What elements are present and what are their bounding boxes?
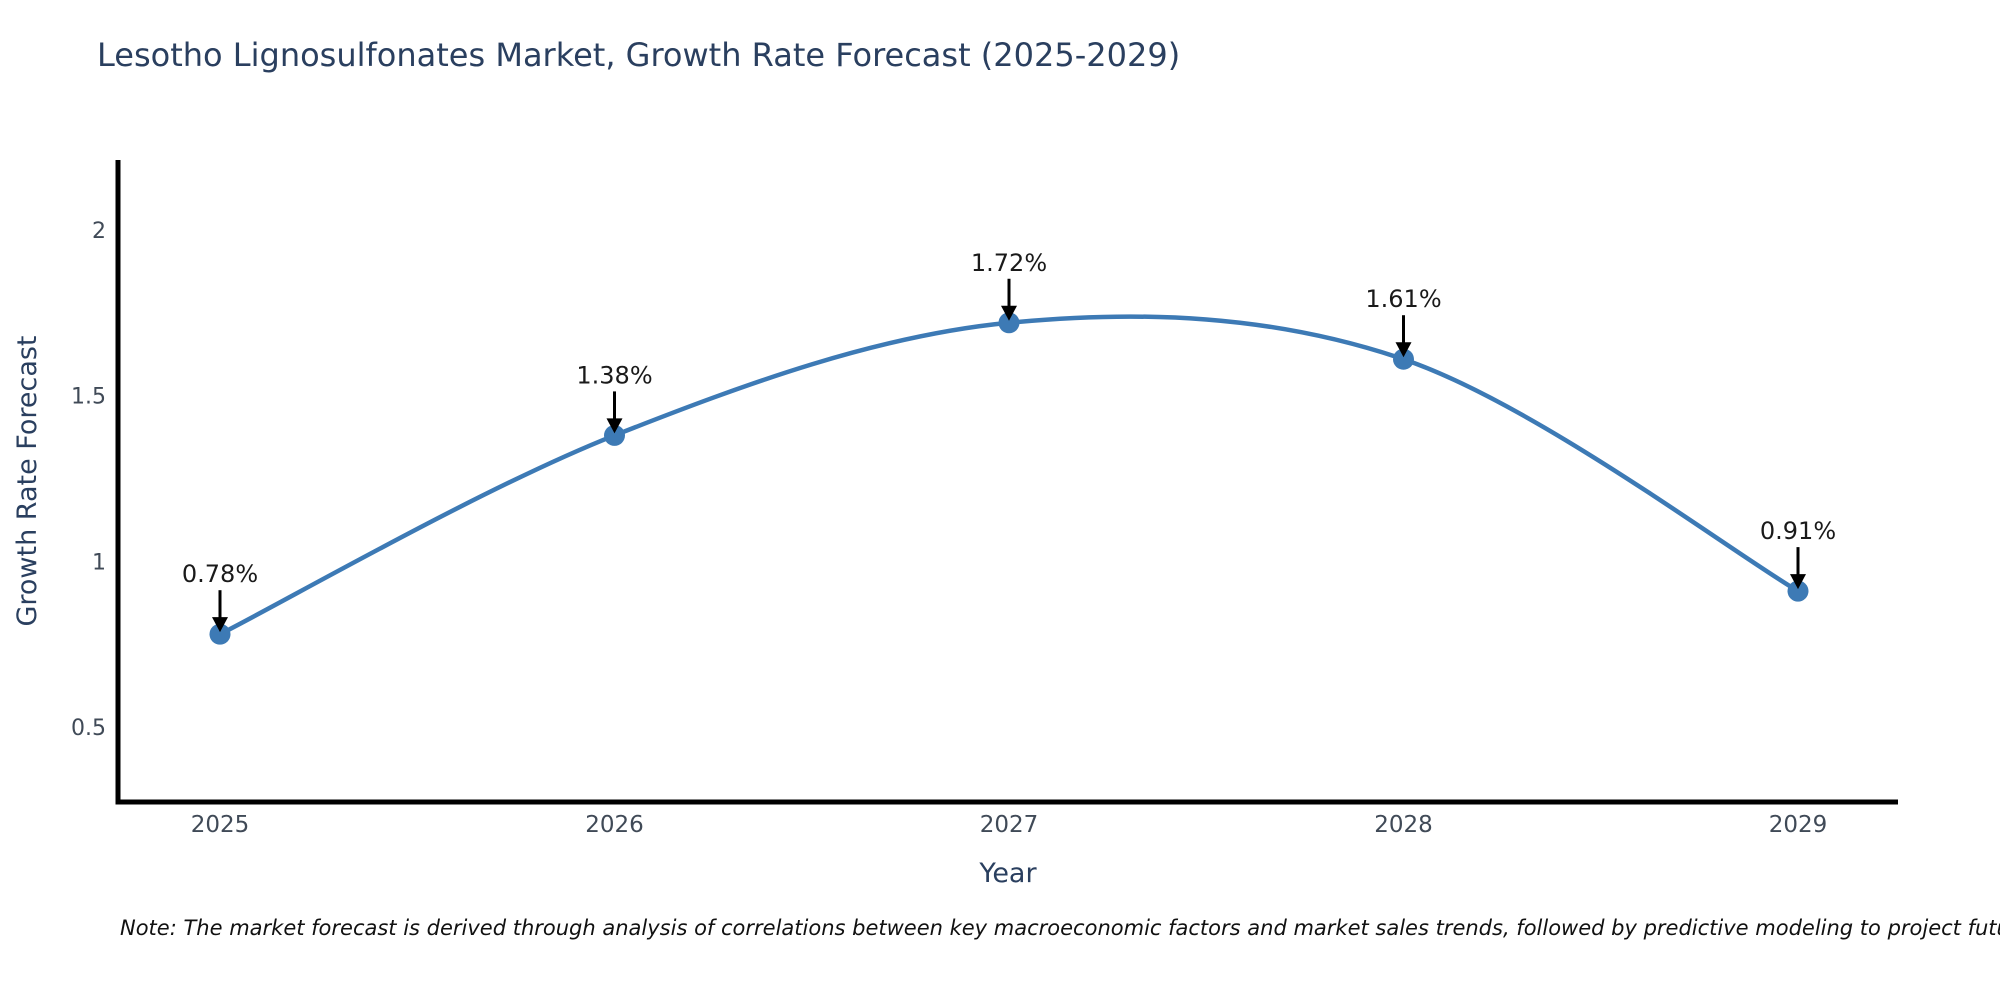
annotation-arrowhead-icon <box>212 617 228 633</box>
point-value-label: 1.61% <box>1365 285 1441 313</box>
x-tick-label: 2029 <box>1769 812 1828 838</box>
x-tick-label: 2026 <box>585 812 644 838</box>
point-value-label: 0.91% <box>1760 517 1836 545</box>
chart-title: Lesotho Lignosulfonates Market, Growth R… <box>97 36 1181 74</box>
data-point-marker[interactable] <box>209 623 231 645</box>
x-tick-label: 2025 <box>191 812 250 838</box>
y-tick-label: 1.5 <box>71 385 106 410</box>
x-tick-label: 2027 <box>980 812 1039 838</box>
forecast-line <box>217 314 1801 637</box>
data-point-marker[interactable] <box>998 312 1020 334</box>
x-tick-label: 2028 <box>1374 812 1433 838</box>
footnote: Note: The market forecast is derived thr… <box>120 916 2000 940</box>
data-point-marker[interactable] <box>1393 348 1414 370</box>
data-point-marker[interactable] <box>1787 580 1809 602</box>
x-axis-title: Year <box>979 858 1037 889</box>
annotation-arrowhead-icon <box>1001 305 1017 321</box>
data-point-marker[interactable] <box>604 424 625 446</box>
y-tick-label: 2 <box>92 219 106 244</box>
annotation-arrowhead-icon <box>1790 574 1806 590</box>
point-value-label: 1.72% <box>971 249 1047 277</box>
y-tick-label: 1 <box>92 550 106 575</box>
point-value-label: 0.78% <box>182 560 258 588</box>
y-tick-label: 0.5 <box>71 716 106 741</box>
annotation-arrowhead-icon <box>606 418 623 434</box>
annotation-arrowhead-icon <box>1395 342 1412 358</box>
point-value-label: 1.38% <box>576 361 652 389</box>
